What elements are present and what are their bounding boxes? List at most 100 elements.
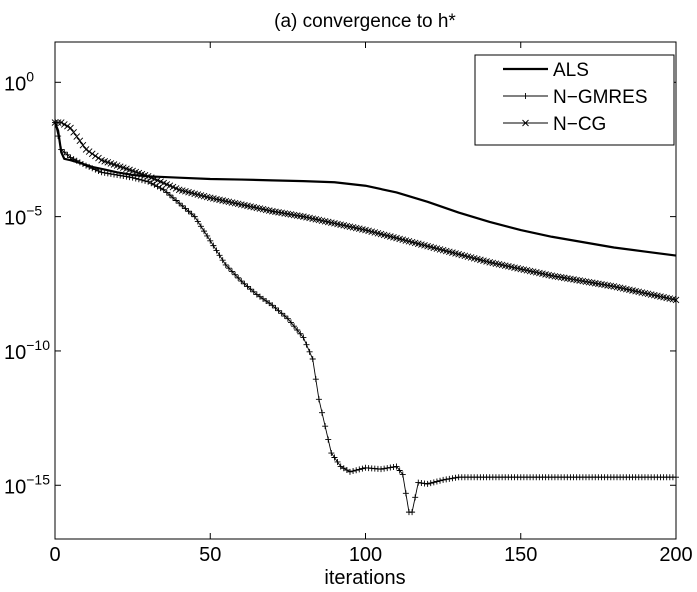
series-n-cg: [51, 119, 680, 304]
legend-swatch-n-cg: [503, 119, 548, 127]
data-point-n-gmres-78: [294, 326, 301, 333]
data-point-n-gmres-39: [173, 197, 180, 204]
data-point-n-gmres-62: [244, 283, 251, 290]
data-point-n-gmres-22: [120, 173, 127, 180]
data-point-n-cg-3: [60, 121, 68, 128]
data-point-n-gmres-37: [166, 192, 173, 199]
data-point-n-gmres-50: [207, 237, 214, 244]
data-point-n-gmres-12: [89, 165, 96, 172]
data-point-n-gmres-40: [176, 200, 183, 207]
data-point-n-gmres-24: [126, 174, 133, 181]
x-tick-label-2: 100: [349, 544, 382, 566]
data-point-n-gmres-11: [86, 163, 93, 170]
data-point-n-gmres-58: [232, 271, 239, 278]
series-n-gmres: [52, 119, 679, 516]
data-point-n-cg-9: [79, 141, 87, 149]
data-point-n-gmres-53: [216, 252, 223, 259]
data-point-n-gmres-48: [201, 228, 208, 235]
data-point-n-gmres-4: [64, 151, 71, 158]
data-point-n-gmres-88: [325, 436, 332, 443]
data-point-n-gmres-115: [409, 509, 416, 516]
data-point-n-gmres-57: [228, 268, 235, 275]
data-point-n-gmres-3: [61, 149, 68, 156]
data-point-n-gmres-124: [437, 477, 444, 484]
data-point-n-gmres-97: [353, 467, 360, 474]
data-point-n-gmres-51: [210, 242, 217, 249]
legend: ALS N−GMRES N−CG: [474, 54, 675, 146]
data-point-n-cg-7: [73, 133, 81, 140]
data-point-n-gmres-43: [185, 208, 192, 215]
data-point-n-gmres-23: [123, 173, 130, 180]
data-point-n-cg-200: [672, 296, 680, 304]
data-point-n-gmres-54: [219, 257, 226, 264]
data-point-n-gmres-87: [322, 423, 329, 430]
legend-label-als: ALS: [553, 60, 589, 81]
data-point-n-gmres-45: [191, 213, 198, 220]
series-layer: [51, 119, 680, 516]
data-point-n-gmres-128: [449, 475, 456, 482]
x-tick-label-0: 0: [49, 544, 60, 566]
data-point-n-gmres-67: [260, 295, 267, 302]
data-point-n-gmres-13: [92, 166, 99, 173]
data-point-n-gmres-109: [390, 464, 397, 471]
data-point-n-gmres-38: [169, 194, 176, 201]
data-point-n-gmres-99: [359, 465, 366, 472]
data-point-n-gmres-17: [104, 170, 111, 177]
data-point-n-gmres-84: [312, 376, 319, 383]
legend-label-n-cg: N−CG: [553, 114, 606, 135]
data-point-n-gmres-52: [213, 247, 220, 254]
data-point-n-gmres-94: [343, 467, 350, 474]
data-point-n-gmres-34: [157, 185, 164, 192]
data-point-n-gmres-59: [235, 274, 242, 281]
data-point-n-gmres-80: [300, 334, 307, 341]
data-point-n-gmres-83: [309, 356, 316, 363]
chart-title: (a) convergence to h*: [274, 11, 456, 32]
data-point-n-gmres-77: [291, 323, 298, 330]
x-axis-label: iterations: [324, 567, 405, 589]
data-point-n-gmres-5: [67, 154, 74, 161]
data-point-n-gmres-15: [98, 169, 105, 176]
data-point-n-gmres-122: [430, 479, 437, 486]
data-point-n-gmres-49: [204, 232, 211, 239]
data-point-n-gmres-44: [188, 210, 195, 217]
data-point-n-gmres-46: [194, 218, 201, 225]
data-point-n-gmres-73: [278, 310, 285, 317]
data-point-n-gmres-68: [263, 297, 270, 304]
data-point-n-gmres-121: [427, 480, 434, 487]
legend-label-n-gmres: N−GMRES: [553, 87, 648, 108]
legend-marker-n-gmres: [522, 93, 529, 99]
data-point-n-gmres-64: [250, 288, 257, 295]
data-point-n-gmres-66: [256, 293, 263, 300]
data-point-n-gmres-69: [266, 300, 273, 307]
data-point-n-cg-12: [88, 150, 96, 158]
data-point-n-gmres-82: [306, 348, 313, 355]
data-point-n-gmres-108: [387, 464, 394, 471]
data-point-n-gmres-35: [160, 186, 167, 193]
data-point-n-cg-0: [51, 119, 59, 126]
data-point-n-gmres-47: [197, 223, 204, 230]
data-point-n-cg-4: [64, 122, 71, 130]
data-point-n-gmres-1: [55, 133, 62, 140]
data-point-n-gmres-98: [356, 466, 363, 473]
data-point-n-gmres-9: [79, 160, 86, 167]
data-point-n-gmres-200: [673, 474, 679, 481]
data-point-n-gmres-27: [135, 176, 142, 183]
data-point-n-cg-1: [54, 119, 62, 126]
data-point-n-gmres-126: [443, 476, 450, 483]
data-point-n-gmres-120: [424, 480, 431, 487]
data-point-n-gmres-21: [117, 172, 124, 179]
data-point-n-gmres-72: [275, 307, 282, 314]
data-point-n-cg-11: [85, 148, 93, 155]
data-point-n-cg-14: [95, 154, 102, 162]
data-point-n-gmres-111: [396, 467, 403, 474]
data-point-n-gmres-129: [452, 474, 459, 481]
data-point-n-gmres-41: [179, 202, 186, 209]
data-point-n-gmres-2: [58, 146, 65, 153]
x-tick-label-3: 150: [504, 544, 537, 566]
data-point-n-gmres-96: [350, 468, 357, 475]
data-point-n-gmres-70: [269, 302, 276, 309]
data-point-n-gmres-31: [148, 180, 155, 187]
data-point-n-gmres-36: [163, 189, 170, 196]
data-point-n-gmres-74: [281, 313, 288, 320]
